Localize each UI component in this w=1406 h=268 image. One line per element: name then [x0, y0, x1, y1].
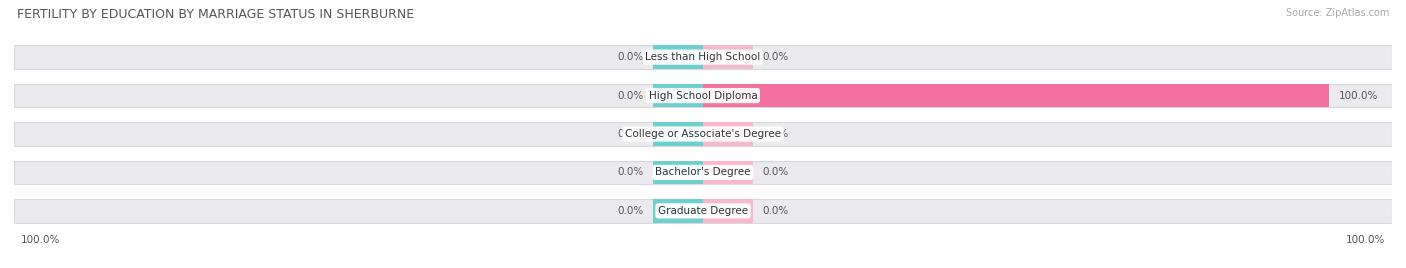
Bar	[14, 84, 1392, 107]
Text: Graduate Degree: Graduate Degree	[658, 206, 748, 216]
Text: 0.0%: 0.0%	[617, 129, 644, 139]
Text: 0.0%: 0.0%	[617, 91, 644, 100]
Text: 0.0%: 0.0%	[617, 52, 644, 62]
Text: 0.0%: 0.0%	[762, 129, 789, 139]
Bar	[652, 122, 703, 146]
Bar	[14, 122, 1392, 146]
Text: Less than High School: Less than High School	[645, 52, 761, 62]
Bar	[703, 84, 1329, 107]
Bar	[703, 161, 754, 184]
Text: Source: ZipAtlas.com: Source: ZipAtlas.com	[1285, 8, 1389, 18]
Bar	[703, 199, 754, 223]
Text: 100.0%: 100.0%	[1339, 91, 1378, 100]
Text: High School Diploma: High School Diploma	[648, 91, 758, 100]
Text: 0.0%: 0.0%	[762, 52, 789, 62]
Bar	[14, 199, 1392, 223]
Bar	[652, 199, 703, 223]
Bar	[652, 84, 703, 107]
Bar	[703, 122, 754, 146]
Text: 0.0%: 0.0%	[617, 206, 644, 216]
Bar	[703, 45, 754, 69]
Bar	[652, 45, 703, 69]
Bar	[14, 45, 1392, 69]
Text: 0.0%: 0.0%	[617, 168, 644, 177]
Bar	[652, 161, 703, 184]
Bar	[14, 161, 1392, 184]
Text: 0.0%: 0.0%	[762, 168, 789, 177]
Text: FERTILITY BY EDUCATION BY MARRIAGE STATUS IN SHERBURNE: FERTILITY BY EDUCATION BY MARRIAGE STATU…	[17, 8, 413, 21]
Text: 100.0%: 100.0%	[1347, 235, 1386, 245]
Text: College or Associate's Degree: College or Associate's Degree	[626, 129, 780, 139]
Text: Bachelor's Degree: Bachelor's Degree	[655, 168, 751, 177]
Text: 0.0%: 0.0%	[762, 206, 789, 216]
Text: 100.0%: 100.0%	[20, 235, 59, 245]
